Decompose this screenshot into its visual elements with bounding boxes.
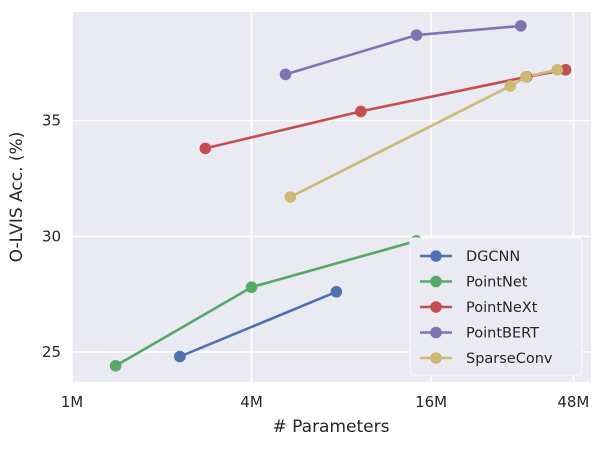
legend-marker-sparseconv [430, 352, 442, 364]
legend: DGCNN PointNet PointNeXt PointBERT SparseCon… [409, 237, 583, 376]
x-tick-label: 1M [61, 393, 84, 411]
data-point-sparseconv [284, 191, 297, 203]
data-point-pointnet [109, 360, 122, 372]
data-point-pointnext [355, 105, 367, 118]
x-tick-label: 48M [557, 393, 589, 411]
x-tick-label: 4M [240, 393, 263, 411]
data-point-dgcnn [174, 350, 186, 363]
data-point-pointbert [515, 20, 527, 32]
legend-marker-pointnext [430, 301, 442, 313]
data-point-dgcnn [330, 286, 343, 298]
x-axis-label: # Parameters [273, 417, 390, 437]
data-point-pointnext [559, 64, 572, 76]
series-line-sparseconv [289, 68, 559, 199]
legend-label-pointnet: PointNet [466, 275, 528, 291]
data-point-sparseconv [504, 80, 517, 92]
legend-marker-pointbert [430, 326, 442, 339]
data-point-pointnext [199, 142, 212, 155]
legend-marker-pointnet [430, 275, 442, 288]
data-point-sparseconv [520, 70, 532, 83]
y-tick-label: 30 [42, 227, 61, 245]
data-point-pointnet [245, 281, 258, 293]
y-tick-label: 35 [42, 112, 61, 130]
legend-label-sparseconv: SparseConv [466, 351, 553, 367]
legend-label-pointbert: PointBERT [466, 326, 539, 342]
y-axis-ticks: 25 30 35 [42, 112, 61, 361]
legend-label-dgcnn: DGCNN [466, 249, 520, 265]
data-point-pointbert [410, 29, 423, 41]
series-line-dgcnn [178, 290, 338, 358]
grid [71, 12, 591, 382]
legend-marker-dgcnn [430, 250, 442, 262]
legend-box [409, 237, 583, 376]
x-tick-label: 16M [415, 393, 447, 411]
data-point-pointbert [279, 68, 292, 81]
legend-label-pointnext: PointNeXt [466, 300, 538, 316]
data-point-sparseconv [551, 64, 564, 76]
y-axis-label: O-LVIS Acc. (%) [7, 132, 27, 263]
x-axis-ticks: 1M 4M 16M 48M [61, 393, 590, 411]
y-tick-label: 25 [42, 343, 61, 361]
